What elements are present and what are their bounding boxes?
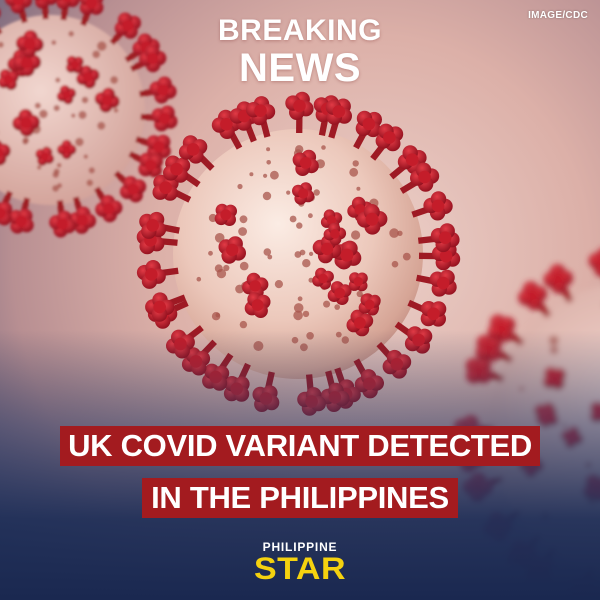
- headline-text-1: UK COVID VARIANT DETECTED: [60, 426, 540, 466]
- logo-star-text: STAR: [253, 551, 347, 587]
- headline-line-2: IN THE PHILIPPINES: [0, 478, 600, 518]
- image-credit: IMAGE/CDC: [528, 10, 588, 21]
- news-label: NEWS: [239, 46, 361, 90]
- breaking-news-banner: BREAKING NEWS: [0, 14, 600, 90]
- headline-text-2: IN THE PHILIPPINES: [142, 478, 458, 518]
- logo-top-text: PHILIPPINE: [262, 540, 338, 554]
- headline-line-1: UK COVID VARIANT DETECTED: [0, 426, 600, 466]
- breaking-label: BREAKING: [217, 14, 382, 47]
